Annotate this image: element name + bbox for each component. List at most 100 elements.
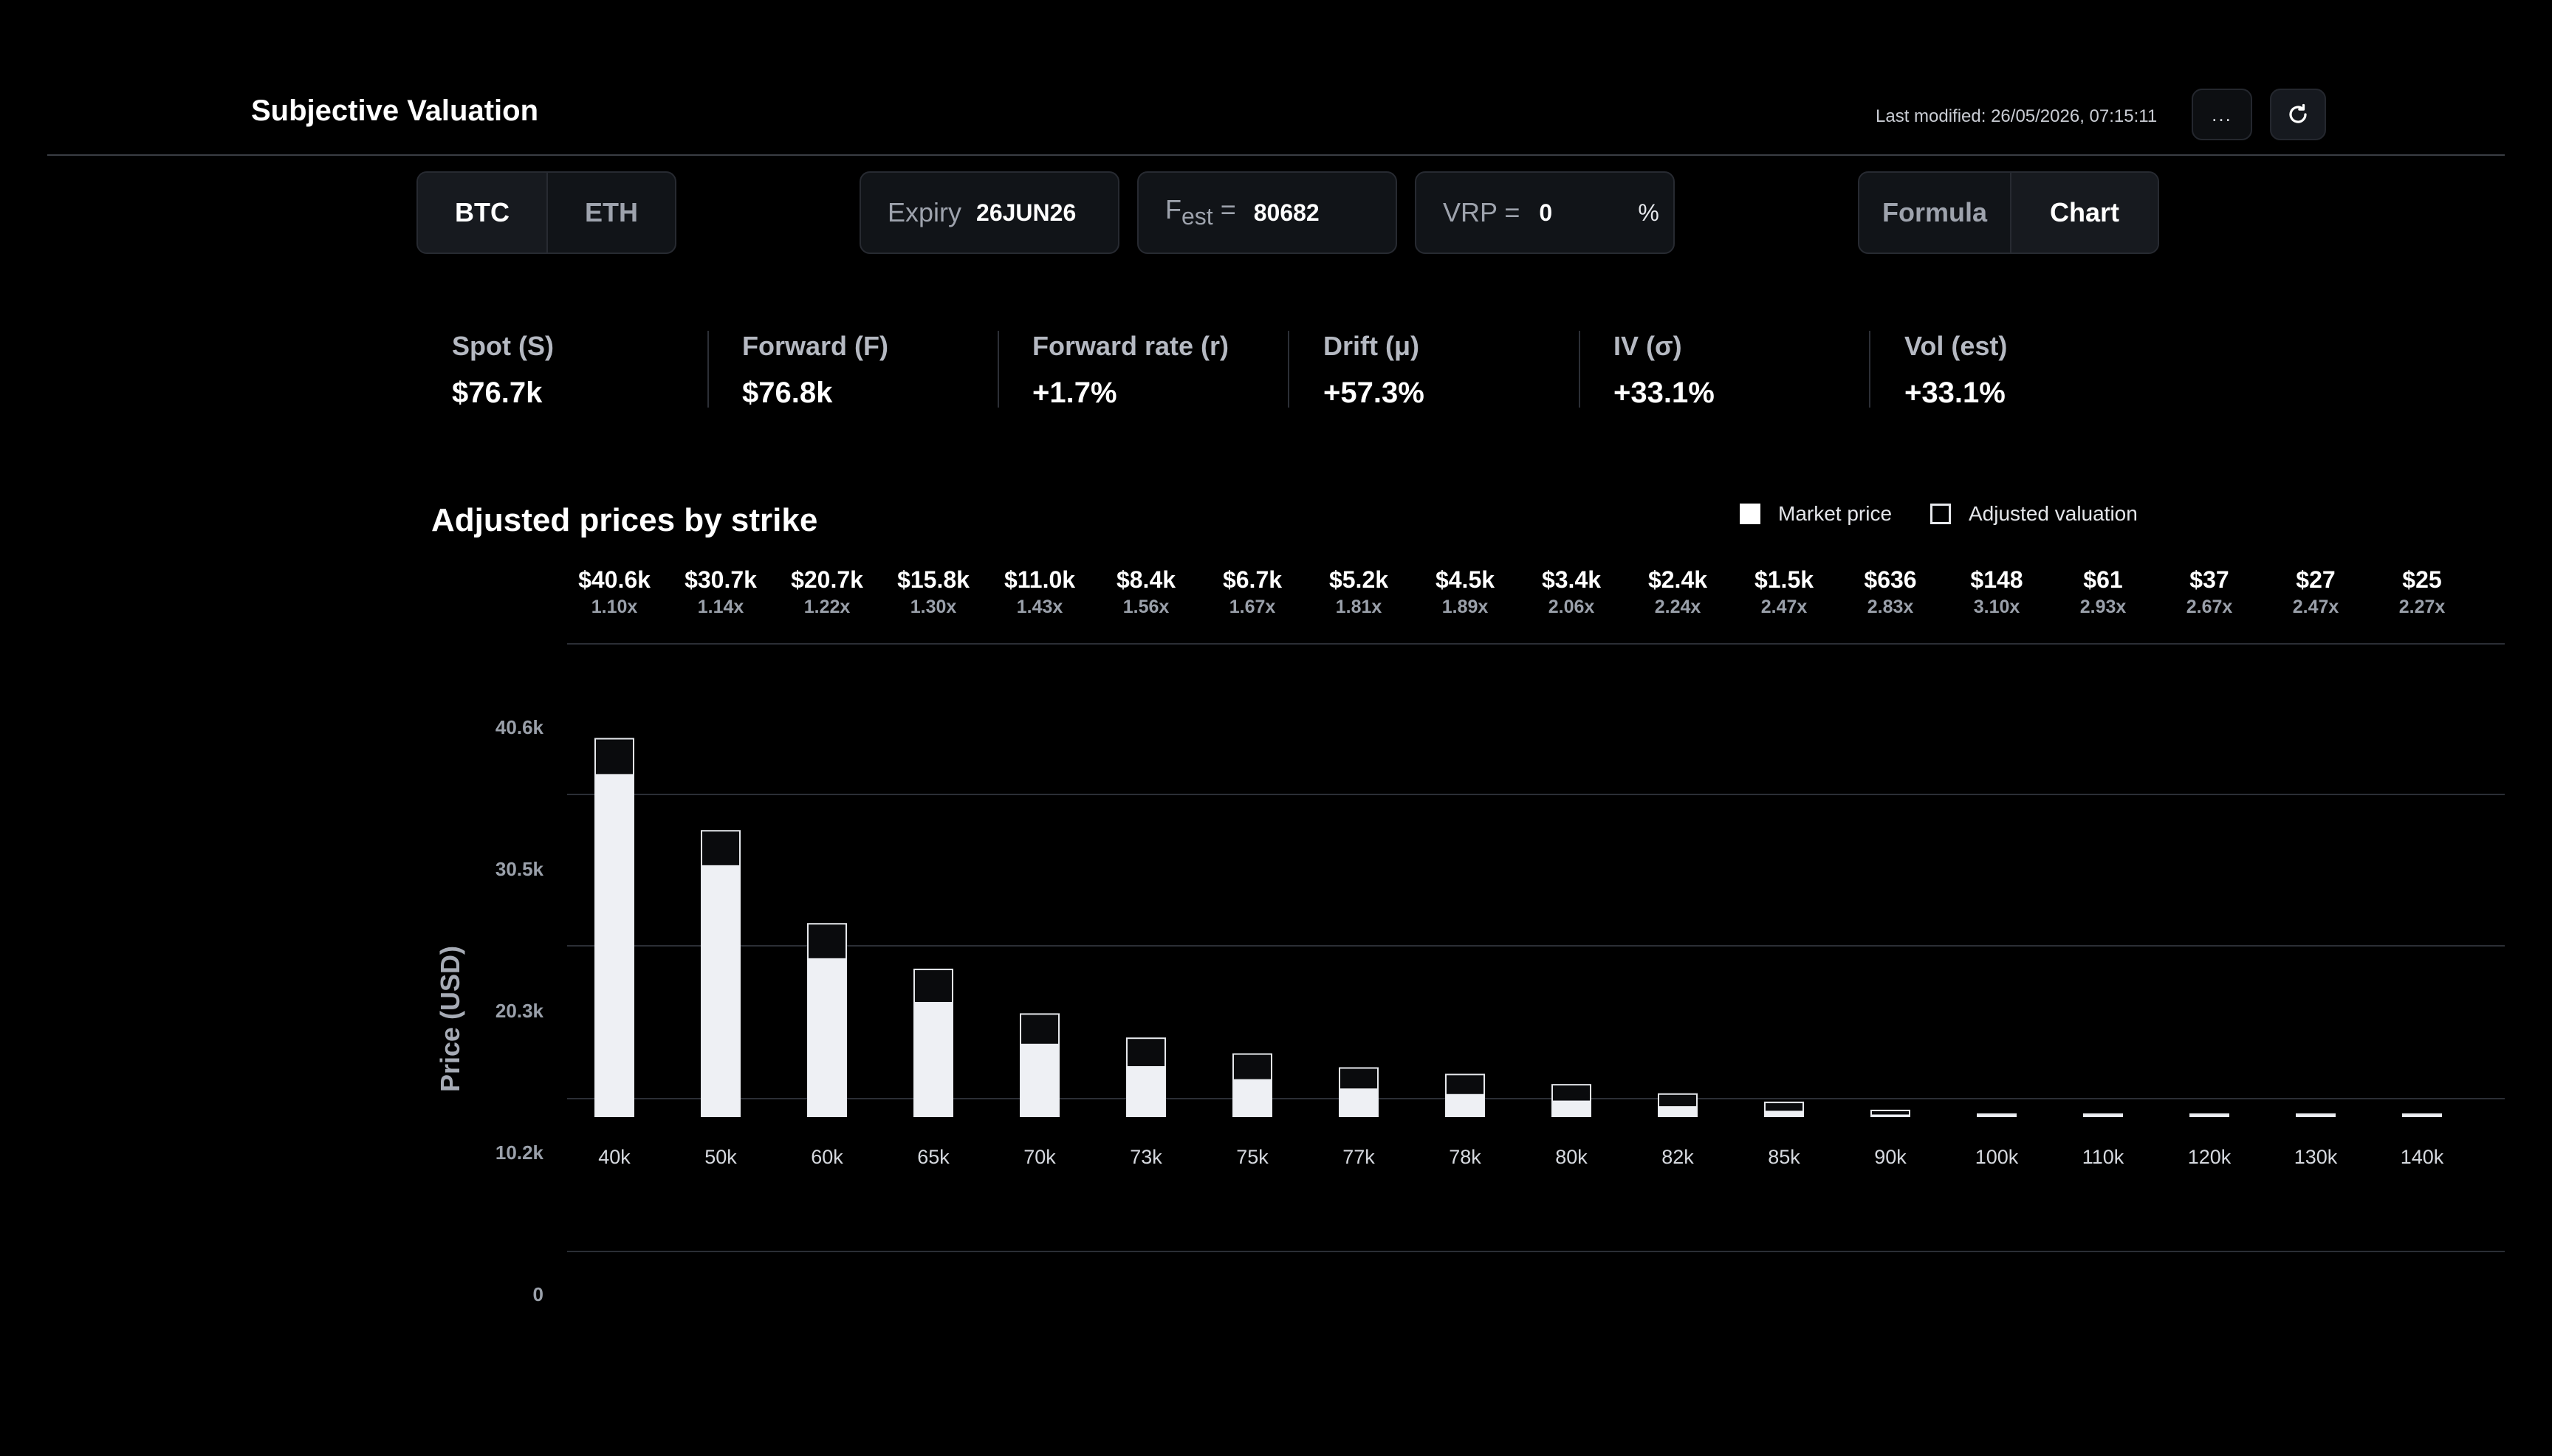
bar-value-label: $636 [1864,566,1916,593]
x-tick-label: 60k [811,1146,843,1168]
f-est-label: Fest = [1165,194,1236,230]
stat-divider [1869,331,1870,408]
stat-label: Vol (est) [1904,331,2008,361]
market-bar [595,774,634,1116]
x-tick-label: 70k [1023,1146,1056,1168]
market-bar [914,1002,953,1116]
market-bar [2190,1115,2229,1116]
asset-toggle: BTC ETH [416,171,676,254]
x-tick-label: 75k [1236,1146,1269,1168]
market-bar [808,958,846,1116]
asset-option-btc[interactable]: BTC [418,173,546,253]
expiry-label: Expiry [888,197,962,227]
market-bar [1978,1115,2016,1116]
stat-vol-est: Vol (est) +33.1% [1904,331,2007,410]
x-tick-label: 90k [1874,1146,1907,1168]
vrp-unit: % [1638,199,1659,226]
stat-iv: IV (σ) +33.1% [1613,331,1715,410]
y-tick-label: 30.5k [495,858,544,880]
bar-value-label: $20.7k [791,566,863,593]
view-option-formula[interactable]: Formula [1882,197,1987,227]
bar-value-label: $25 [2402,566,2441,593]
legend-market: Market price [1740,502,1892,526]
view-option-chart[interactable]: Chart [2010,173,2158,253]
chart-title: Adjusted prices by strike [431,502,818,538]
stat-forward-rate: Forward rate (r) +1.7% [1032,331,1229,410]
x-tick-label: 140k [2401,1146,2444,1168]
x-tick-label: 40k [598,1146,631,1168]
y-tick-label: 20.3k [495,1000,544,1022]
bar-ratio-label: 2.47x [1761,597,1808,617]
legend-label-adjusted: Adjusted valuation [1969,502,2138,525]
bar-value-label: $61 [2083,566,2122,593]
stat-label: Spot (S) [452,331,554,361]
vrp-field: VRP = 0 % [1415,171,1675,254]
stat-value: +33.1% [1904,377,2006,409]
bar-ratio-label: 2.93x [2080,597,2127,617]
bar-ratio-label: 2.24x [1655,597,1701,617]
market-bar [2297,1115,2335,1116]
bar-ratio-label: 1.43x [1017,597,1063,617]
market-bar [1765,1110,1803,1116]
market-bar [2084,1115,2122,1116]
x-tick-label: 78k [1449,1146,1481,1168]
asset-option-eth[interactable]: ETH [546,173,675,253]
x-tick-label: 120k [2188,1146,2232,1168]
x-tick-label: 85k [1768,1146,1800,1168]
bar-value-label: $1.5k [1754,566,1814,593]
x-tick-label: 50k [704,1146,737,1168]
legend-adjusted: Adjusted valuation [1930,502,2138,526]
bar-value-label: $40.6k [578,566,651,593]
y-tick-label: 10.2k [495,1141,544,1164]
stat-forward: Forward (F) $76.8k [742,331,888,410]
stat-label: Drift (μ) [1323,331,1419,361]
market-bar [1659,1106,1697,1116]
bar-value-label: $3.4k [1542,566,1601,593]
stat-label: Forward rate (r) [1032,331,1229,361]
stat-divider [707,331,709,408]
stat-label: IV (σ) [1613,331,1682,361]
refresh-icon [2289,103,2307,123]
market-bar [1127,1065,1165,1116]
market-bar [702,865,740,1116]
refresh-button[interactable] [2270,89,2326,140]
stat-divider [1579,331,1580,408]
y-tick-label: 0 [533,1283,543,1305]
x-tick-label: 80k [1555,1146,1588,1168]
more-options-button[interactable]: ... [2192,89,2252,140]
stat-value: +1.7% [1032,377,1117,409]
x-tick-label: 110k [2082,1146,2124,1168]
bar-value-label: $11.0k [1004,566,1075,593]
bar-value-label: $37 [2189,566,2229,593]
bar-ratio-label: 2.47x [2293,597,2339,617]
expiry-selector[interactable]: Expiry 26JUN26 [860,171,1119,254]
view-toggle: Formula Chart [1858,171,2159,254]
bar-ratio-label: 2.06x [1548,597,1595,617]
bar-ratio-label: 1.81x [1336,597,1382,617]
bar-value-label: $8.4k [1116,566,1176,593]
bar-value-label: $4.5k [1436,566,1495,593]
f-est-input[interactable]: 80682 [1253,199,1320,226]
stat-label: Forward (F) [742,331,888,361]
bar-ratio-label: 1.56x [1123,597,1170,617]
bar-value-label: $27 [2296,566,2335,593]
x-tick-label: 130k [2294,1146,2338,1168]
vrp-label: VRP = [1443,197,1520,227]
market-bar [1552,1100,1591,1116]
page-title: Subjective Valuation [251,95,539,127]
market-bar [1340,1088,1378,1116]
bar-value-label: $6.7k [1223,566,1282,593]
vrp-input[interactable]: 0 [1539,199,1553,226]
x-tick-label: 100k [1975,1146,2019,1168]
x-tick-label: 65k [917,1146,950,1168]
x-tick-label: 82k [1661,1146,1694,1168]
market-bar [1021,1043,1059,1116]
stat-value: +33.1% [1613,377,1715,409]
f-est-field[interactable]: Fest = 80682 [1137,171,1397,254]
bar-value-label: $15.8k [897,566,970,593]
bar-ratio-label: 1.10x [591,597,638,617]
market-bar [1233,1079,1272,1116]
stat-drift: Drift (μ) +57.3% [1323,331,1424,410]
bar-value-label: $148 [1970,566,2023,593]
